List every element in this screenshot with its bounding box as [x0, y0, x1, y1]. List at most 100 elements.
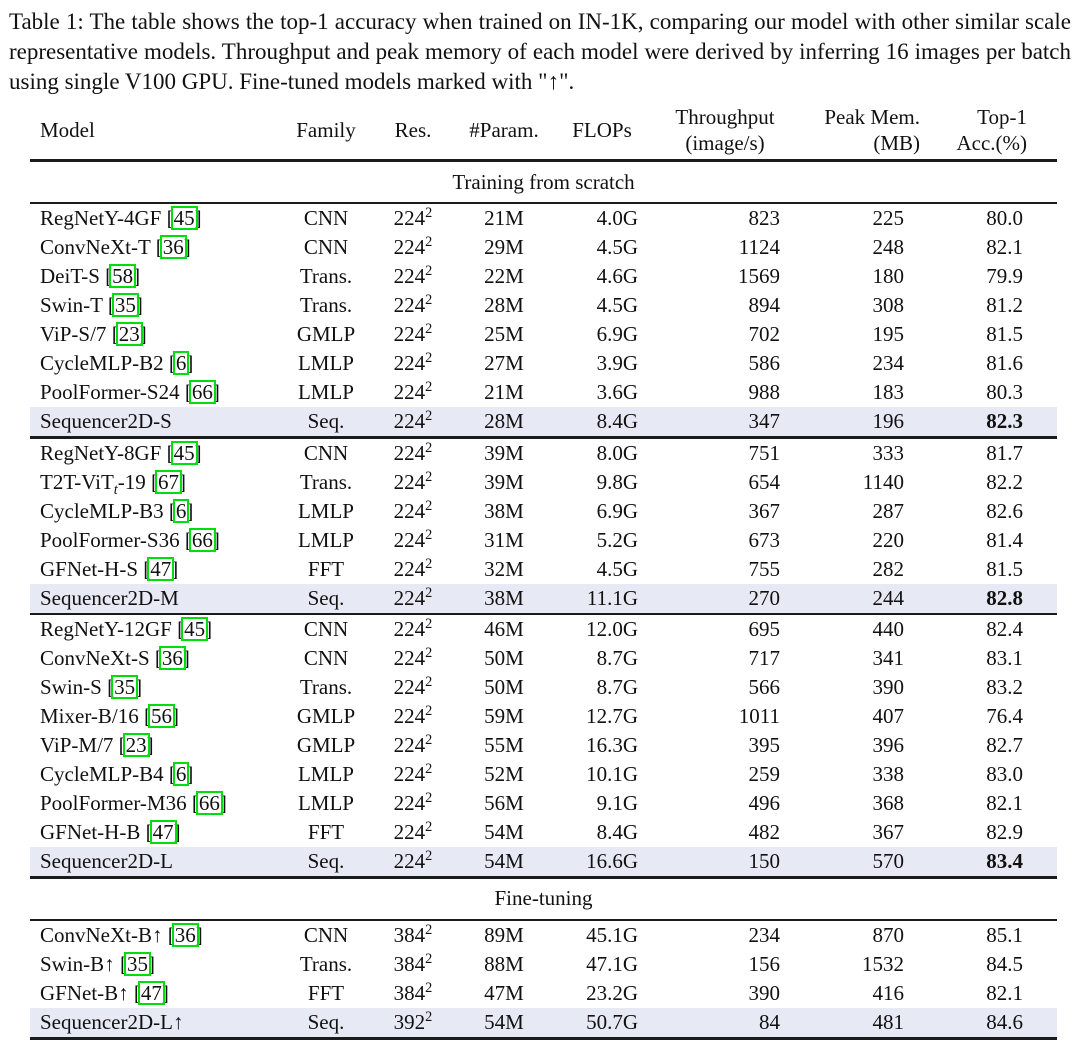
cell-family: LMLP: [297, 380, 354, 405]
citation-link[interactable]: 23: [115, 322, 143, 347]
table-row: DeiT-S [58] Trans. 2242 22M 4.6G 1569 180 79.9: [30, 262, 1057, 291]
resolution-exponent: 2: [425, 616, 433, 633]
cell-resolution: 2242: [372, 293, 454, 318]
cell-family: CNN: [303, 206, 349, 231]
citation-link[interactable]: 47: [137, 980, 165, 1005]
citation-link[interactable]: 36: [171, 922, 199, 947]
citation-link[interactable]: 58: [109, 264, 137, 289]
resolution-base: 384: [393, 980, 426, 1005]
resolution-base: 224: [393, 264, 426, 289]
model-name: GFNet-H-S: [40, 556, 138, 581]
cell-flops: 12.7G: [586, 704, 638, 729]
citation-link[interactable]: 66: [188, 380, 216, 405]
citation-link[interactable]: 47: [147, 556, 175, 581]
cell-model: Swin-B↑ [35]: [40, 951, 155, 976]
cell-throughput: 367: [748, 498, 781, 523]
citation-link[interactable]: 45: [181, 617, 209, 642]
cell-top1-accuracy: 81.7: [986, 440, 1023, 465]
citation-link[interactable]: 45: [170, 440, 198, 465]
resolution-exponent: 2: [425, 819, 433, 836]
cell-top1-accuracy: 83.2: [986, 675, 1023, 700]
citation-link[interactable]: 6: [172, 351, 190, 376]
cell-params: 46M: [484, 617, 524, 642]
resolution-base: 224: [393, 293, 426, 318]
model-name: GFNet-B↑: [40, 980, 129, 1005]
cell-peak-memory: 390: [872, 675, 905, 700]
cell-model: GFNet-B↑ [47]: [40, 980, 169, 1005]
table-rule: [30, 1036, 1057, 1041]
citation-link[interactable]: 36: [159, 235, 187, 260]
cell-top1-accuracy: 85.1: [986, 922, 1023, 947]
resolution-exponent: 2: [425, 979, 433, 996]
cell-model: Swin-S [35]: [40, 675, 143, 700]
cell-throughput: 482: [748, 820, 781, 845]
cell-model: PoolFormer-M36 [66]: [40, 791, 227, 816]
cell-model: GFNet-H-B [47]: [40, 820, 181, 845]
cell-top1-accuracy: 82.4: [986, 617, 1023, 642]
cell-flops: 8.4G: [596, 409, 638, 434]
citation-link[interactable]: 35: [111, 293, 139, 318]
citation-link[interactable]: 67: [155, 469, 183, 494]
cell-params: 21M: [484, 206, 524, 231]
cell-resolution: 2242: [372, 499, 454, 524]
resolution-base: 224: [393, 704, 426, 729]
model-name: CycleMLP-B2: [40, 351, 164, 376]
cell-family: Trans.: [299, 675, 353, 700]
cell-resolution: 2242: [372, 409, 454, 434]
cell-model: CycleMLP-B2 [6]: [40, 351, 194, 376]
citation-link[interactable]: 66: [195, 791, 223, 816]
citation-link[interactable]: 35: [111, 675, 139, 700]
table-row: RegNetY-12GF [45] CNN 2242 46M 12.0G 695 440 82…: [30, 615, 1057, 644]
cell-peak-memory: 225: [872, 206, 905, 231]
cell-peak-memory: 338: [872, 762, 905, 787]
table-row: ConvNeXt-S [36] CNN 2242 50M 8.7G 717 341 83.1: [30, 644, 1057, 673]
cell-resolution: 2242: [372, 675, 454, 700]
cell-peak-memory: 282: [872, 556, 905, 581]
resolution-exponent: 2: [425, 761, 433, 778]
cell-params: 28M: [484, 293, 524, 318]
cell-params: 55M: [484, 733, 524, 758]
cell-throughput: 390: [748, 980, 781, 1005]
citation-link[interactable]: 66: [188, 527, 216, 552]
resolution-exponent: 2: [425, 921, 433, 938]
cell-model: T2T-ViTt-19 [67]: [40, 469, 187, 499]
cell-throughput: 702: [748, 322, 781, 347]
resolution-base: 224: [393, 675, 426, 700]
cell-flops: 4.5G: [596, 293, 638, 318]
cell-family: Trans.: [299, 293, 353, 318]
cell-throughput: 270: [748, 585, 781, 610]
table-row: CycleMLP-B4 [6] LMLP 2242 52M 10.1G 259 338 83.…: [30, 760, 1057, 789]
resolution-exponent: 2: [425, 645, 433, 662]
citation-link[interactable]: 36: [158, 646, 186, 671]
resolution-base: 224: [393, 646, 426, 671]
col-header-model: Model: [40, 117, 95, 142]
cell-top1-accuracy: 81.5: [986, 322, 1023, 347]
citation-link[interactable]: 35: [123, 951, 151, 976]
cell-family: CNN: [303, 235, 349, 260]
cell-flops: 5.2G: [596, 527, 638, 552]
citation-link[interactable]: 56: [148, 704, 175, 729]
cell-throughput: 586: [748, 351, 781, 376]
cell-throughput: 496: [748, 791, 781, 816]
citation-link[interactable]: 6: [172, 498, 190, 523]
resolution-base: 392: [393, 1009, 426, 1034]
cell-params: 32M: [484, 556, 524, 581]
citation-link[interactable]: 45: [170, 206, 198, 231]
cell-model: RegNetY-12GF [45]: [40, 617, 213, 642]
citation-link[interactable]: 23: [122, 733, 150, 758]
cell-model: RegNetY-4GF [45]: [40, 206, 202, 231]
cell-flops: 16.3G: [586, 733, 638, 758]
col-header-top1-line2: Acc.(%): [956, 131, 1027, 156]
cell-model: ConvNeXt-T [36]: [40, 235, 191, 260]
col-header-peakmem-line2: (MB): [873, 131, 920, 156]
cell-peak-memory: 308: [872, 293, 905, 318]
model-name: DeiT-S: [40, 264, 100, 289]
cell-flops: 45.1G: [586, 922, 638, 947]
model-name: Swin-T: [40, 293, 103, 318]
table-row: Sequencer2D-M Seq. 2242 38M 11.1G 270 244 82.8: [30, 583, 1057, 613]
citation-link[interactable]: 6: [172, 762, 190, 787]
cell-resolution: 3842: [372, 952, 454, 977]
cell-top1-accuracy: 82.1: [986, 791, 1023, 816]
citation-link[interactable]: 47: [149, 820, 177, 845]
cell-resolution: 2242: [372, 820, 454, 845]
